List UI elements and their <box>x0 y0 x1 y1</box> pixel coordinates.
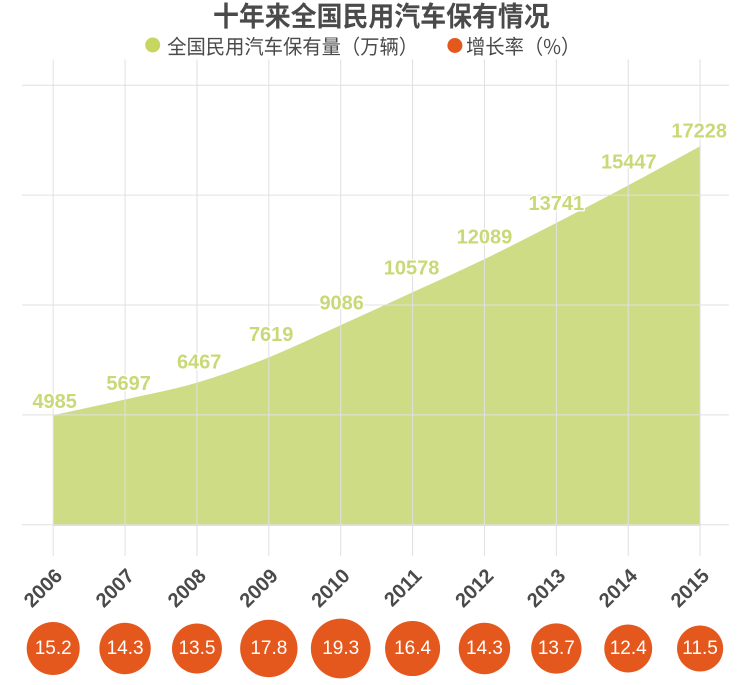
svg-text:4985: 4985 <box>32 391 77 413</box>
svg-text:9086: 9086 <box>319 293 364 315</box>
svg-text:12089: 12089 <box>457 227 513 249</box>
svg-text:15447: 15447 <box>601 152 657 174</box>
svg-text:10578: 10578 <box>384 257 440 279</box>
svg-text:14.3: 14.3 <box>107 638 144 659</box>
svg-text:17.8: 17.8 <box>250 638 287 659</box>
svg-text:19.3: 19.3 <box>322 638 359 659</box>
svg-text:13.5: 13.5 <box>178 638 215 659</box>
svg-text:16.4: 16.4 <box>394 638 431 659</box>
svg-text:7619: 7619 <box>249 324 294 346</box>
svg-text:5697: 5697 <box>106 373 151 395</box>
svg-text:17228: 17228 <box>671 121 727 143</box>
svg-text:15.2: 15.2 <box>35 638 72 659</box>
svg-text:6467: 6467 <box>177 352 222 374</box>
svg-text:12.4: 12.4 <box>610 638 647 659</box>
svg-text:11.5: 11.5 <box>682 638 718 659</box>
svg-text:13741: 13741 <box>528 193 584 215</box>
svg-text:14.3: 14.3 <box>466 638 503 659</box>
svg-text:13.7: 13.7 <box>538 638 575 659</box>
